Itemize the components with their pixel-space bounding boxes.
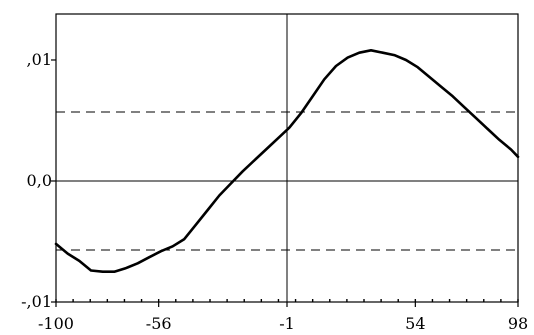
x-tick-label: -56 [146,314,172,333]
x-axis-labels: -100 -56 -1 54 98 [38,302,528,333]
x-tick-label: 54 [405,314,425,333]
x-minor-ticks [55,299,519,302]
y-tick-label: 0,0 [27,171,52,190]
y-tick-label: ,01 [27,50,52,69]
y-tick-label: -,01 [21,292,52,311]
x-tick-label: -100 [38,314,74,333]
x-tick-label: 98 [508,314,528,333]
reference-lines [56,14,518,302]
series-group [54,49,520,273]
y-axis-labels: ,01 0,0 -,01 [21,50,56,311]
series-line-0 [54,49,520,273]
x-tick-label: -1 [279,314,295,333]
